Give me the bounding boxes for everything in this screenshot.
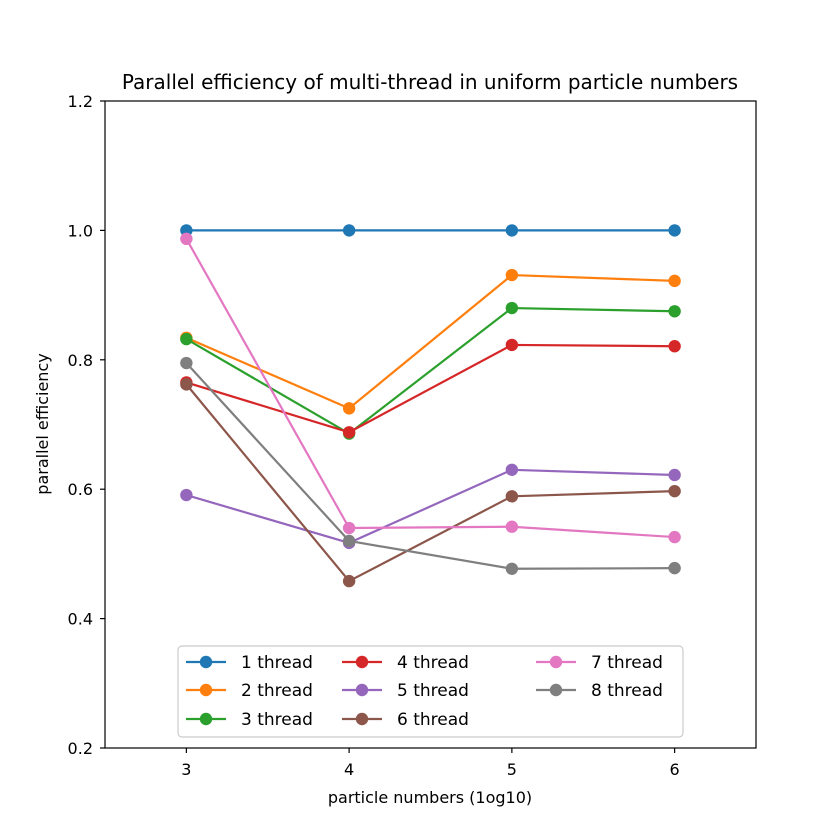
legend-item: 2 thread xyxy=(186,681,313,701)
series-7 xyxy=(180,232,681,544)
x-tick-label: 4 xyxy=(344,760,354,779)
legend-item: 8 thread xyxy=(536,681,663,701)
data-point xyxy=(180,488,193,502)
legend-item: 3 thread xyxy=(186,710,313,730)
legend-item: 1 thread xyxy=(186,653,313,673)
series-line xyxy=(185,383,675,583)
y-tick-label: 0.8 xyxy=(68,351,93,370)
legend-marker xyxy=(199,655,213,669)
data-point xyxy=(180,356,193,370)
series-3 xyxy=(180,301,681,440)
x-axis-label: particle numbers (1og10) xyxy=(328,788,532,807)
data-point xyxy=(342,224,356,237)
legend-item: 7 thread xyxy=(536,653,663,673)
legend-marker xyxy=(199,683,213,697)
legend-label: 3 thread xyxy=(241,710,313,730)
series-line xyxy=(185,273,675,410)
x-tick-label: 5 xyxy=(507,760,517,779)
series-line xyxy=(185,238,675,539)
legend-item: 5 thread xyxy=(342,681,469,701)
x-tick-label: 6 xyxy=(670,760,680,779)
data-point xyxy=(668,305,681,318)
plot-area xyxy=(180,224,681,588)
data-point xyxy=(342,426,356,439)
legend-box xyxy=(177,645,684,738)
series-6 xyxy=(180,378,681,588)
legend-marker xyxy=(199,712,213,726)
data-point xyxy=(668,340,681,353)
data-point xyxy=(668,224,681,237)
series-line xyxy=(185,306,675,435)
y-tick-label: 0.4 xyxy=(68,610,93,629)
series-2 xyxy=(180,268,681,415)
data-point xyxy=(342,534,356,548)
data-point xyxy=(505,338,519,352)
series-line xyxy=(186,343,675,434)
data-point xyxy=(505,490,519,503)
data-point xyxy=(505,224,519,237)
series-1 xyxy=(180,224,681,237)
data-point xyxy=(342,521,356,535)
legend-marker xyxy=(355,712,369,726)
data-point xyxy=(668,274,681,288)
series-8 xyxy=(180,356,681,575)
data-point xyxy=(342,402,356,415)
data-point xyxy=(180,378,193,391)
data-point xyxy=(668,484,681,498)
legend-marker xyxy=(355,683,369,697)
data-point xyxy=(505,463,519,476)
legend-label: 6 thread xyxy=(397,710,469,730)
chart-title: Parallel efficiency of multi-thread in u… xyxy=(122,70,738,94)
data-point xyxy=(505,562,519,575)
data-point xyxy=(342,574,356,588)
series-4 xyxy=(180,338,681,439)
legend-marker xyxy=(355,655,369,669)
data-point xyxy=(505,520,519,533)
data-point xyxy=(668,468,681,482)
data-point xyxy=(505,301,519,315)
axes-frame xyxy=(104,100,757,749)
legend-label: 1 thread xyxy=(241,653,313,673)
x-tick-label: 3 xyxy=(181,760,191,779)
data-point xyxy=(180,332,193,346)
data-point xyxy=(668,530,681,544)
legend-label: 5 thread xyxy=(397,681,469,701)
y-tick-label: 1.2 xyxy=(68,92,93,111)
data-point xyxy=(505,268,519,282)
legend-label: 8 thread xyxy=(591,681,663,701)
data-point xyxy=(180,232,193,246)
series-line xyxy=(185,362,675,570)
y-tick-label: 0.2 xyxy=(68,739,93,758)
series-5 xyxy=(180,463,681,550)
legend-label: 4 thread xyxy=(397,653,469,673)
legend-marker xyxy=(549,683,563,697)
legend-item: 4 thread xyxy=(342,653,469,673)
legend-label: 7 thread xyxy=(591,653,663,673)
y-axis-label: parallel efficiency xyxy=(33,353,52,494)
legend-item: 6 thread xyxy=(342,710,469,730)
data-point xyxy=(668,561,681,575)
series-line xyxy=(186,468,675,545)
y-tick-label: 0.6 xyxy=(68,480,93,499)
axis-ticks: 3 4 5 6 0.2 0.4 0.6 0.8 1.0 1.2 xyxy=(68,92,680,779)
y-tick-label: 1.0 xyxy=(68,221,93,240)
legend-label: 2 thread xyxy=(241,681,313,701)
legend-marker xyxy=(549,655,563,669)
legend: 1 thread 2 thread 3 thread 4 thread 5 thread… xyxy=(177,645,684,738)
